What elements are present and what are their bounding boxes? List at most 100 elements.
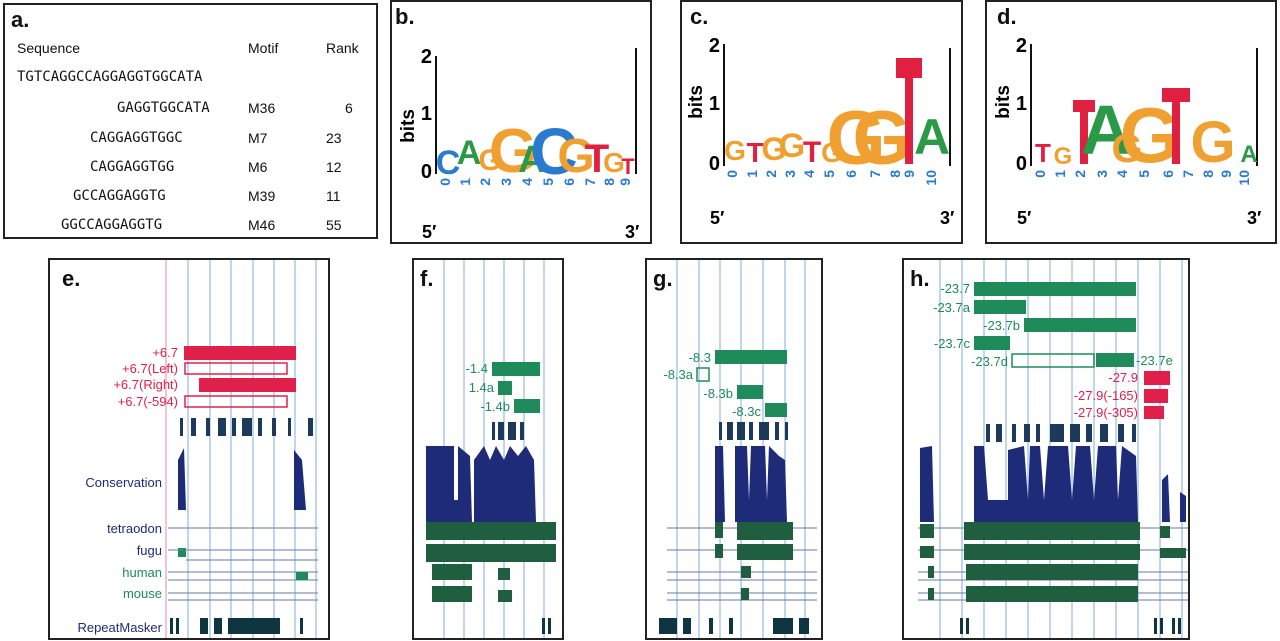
three-prime: 3′: [625, 222, 639, 242]
feature-ticks: [180, 418, 313, 436]
pos-number: 6: [1160, 170, 1176, 178]
feature-label: +6.7(-594): [118, 394, 178, 409]
row-motif: M46: [248, 217, 275, 233]
track-mark: [178, 548, 186, 557]
logo-ylabel: bits: [993, 85, 1014, 119]
feature-bar: [974, 282, 1136, 296]
repeatmasker-blocks: [659, 618, 809, 634]
pos-number: 6: [561, 178, 577, 186]
track-label-human: human: [122, 565, 162, 580]
logo-letter-G: G: [852, 96, 911, 181]
feature-label: -8.3c: [732, 404, 761, 419]
panel-h: h. -23.7 -23.7a -23.7b -23.7c -23.7d -23…: [902, 258, 1190, 640]
conservation-track: [715, 446, 787, 522]
browser-f-svg: -1.4 1.4a -1.4b: [414, 260, 564, 640]
browser-g-svg: -8.3 -8.3a -8.3b -8.3c: [647, 260, 823, 640]
panel-g: g. -8.3 -8.3a -8.3b -8.3c: [645, 258, 823, 640]
logo-letter-T: T: [803, 136, 821, 169]
feature-ticks: [492, 422, 524, 440]
row-seq: GCCAGGAGGTG: [73, 188, 166, 204]
header-motif: Motif: [248, 40, 278, 56]
conservation-track: [920, 446, 1186, 522]
pos-number: 9: [1218, 170, 1234, 178]
header-rank: Rank: [326, 40, 359, 56]
pos-number: 4: [519, 178, 535, 186]
feature-bar: [974, 300, 1026, 314]
feature-label: +6.7(Left): [122, 361, 178, 376]
ytick-0: 0: [709, 153, 720, 175]
pos-number: 7: [867, 170, 883, 178]
pos-number: 4: [801, 170, 817, 178]
logo-letter-A: A: [914, 109, 950, 165]
ytick-2: 2: [1016, 35, 1027, 57]
feature-ticks: [719, 422, 788, 440]
pos-number: 2: [477, 178, 493, 186]
feature-bar: [1096, 353, 1134, 367]
pos-number: 7: [582, 178, 598, 186]
feature-ticks: [986, 424, 1136, 442]
five-prime: 5′: [422, 222, 436, 242]
feature-bar-outline: [185, 363, 287, 374]
pos-number: 6: [843, 170, 859, 178]
logo-c-svg: bits 2 1 0 G T G G T G G G A 0 1 2 3 4 5…: [682, 2, 963, 244]
species-tracks: [920, 522, 1186, 602]
feature-bar: [974, 336, 1010, 350]
pos-number: 10: [923, 170, 939, 186]
repeatmasker-blocks: [542, 618, 551, 634]
feature-label: 1.4a: [469, 380, 495, 395]
row-seq: GGCCAGGAGGTG: [61, 217, 162, 233]
panel-b: b. bits 2 1 0 C A G G A C G T G T 0 1 2 …: [390, 0, 652, 244]
pos-number: 0: [437, 178, 453, 186]
panel-c: c. bits 2 1 0 G T G G T G G G A 0 1 2 3 …: [680, 0, 963, 244]
logo-b-svg: bits 2 1 0 C A G G A C G T G T 0 1 2 3 4…: [392, 2, 652, 244]
logo-letter-T-stem: [1172, 88, 1180, 164]
feature-label: -27.9(-305): [1074, 405, 1138, 420]
feature-bar-outline: [1012, 354, 1094, 367]
pos-number: 8: [1200, 170, 1216, 178]
panel-e: e. +6.7 +6.7(Left) +6.7(Right) +6.7(-594…: [48, 258, 330, 640]
pos-number: 3: [498, 178, 514, 186]
logo-letter-G: G: [779, 127, 805, 165]
repeatmasker-blocks: [960, 618, 1181, 634]
feature-bar: [1144, 406, 1164, 419]
pos-number: 8: [601, 178, 617, 186]
feature-bar: [1144, 371, 1170, 385]
logo-ylabel: bits: [686, 85, 707, 119]
feature-bar: [199, 378, 296, 392]
pos-number: 9: [901, 170, 917, 178]
feature-label: +6.7: [152, 345, 178, 360]
ytick-0: 0: [421, 161, 432, 183]
feature-label: -8.3: [689, 350, 711, 365]
pos-number: 10: [1236, 170, 1252, 186]
feature-label: -23.7e: [1136, 353, 1173, 368]
full-sequence: TGTCAGGCCAGGAGGTGGCATA: [17, 69, 202, 85]
track-label-conservation: Conservation: [85, 475, 162, 490]
ytick-1: 1: [1016, 93, 1027, 115]
row-rank: 11: [326, 188, 341, 204]
browser-h-svg: -23.7 -23.7a -23.7b -23.7c -23.7d -23.7e…: [904, 260, 1190, 640]
track-label-tetraodon: tetraodon: [107, 521, 162, 536]
logo-letter-T: T: [621, 154, 635, 179]
pos-number: 5: [821, 170, 837, 178]
feature-label: -8.3b: [703, 386, 733, 401]
ytick-0: 0: [1016, 153, 1027, 175]
ytick-1: 1: [421, 103, 432, 125]
feature-bar: [492, 362, 540, 376]
feature-label: -23.7b: [983, 318, 1020, 333]
row-seq: CAGGAGGTGG: [90, 159, 174, 175]
feature-bar: [514, 399, 540, 413]
feature-bar: [1144, 389, 1168, 403]
row-motif: M7: [248, 130, 267, 146]
feature-bar: [184, 346, 296, 360]
row-motif: M6: [248, 159, 267, 175]
row-seq: GAGGTGGCATA: [117, 100, 210, 116]
feature-label: -1.4b: [480, 399, 510, 414]
panel-a: a. Sequence Motif Rank TGTCAGGCCAGGAGGTG…: [3, 3, 378, 239]
pos-number: 2: [763, 170, 779, 178]
header-sequence: Sequence: [17, 40, 80, 56]
pos-number: 9: [617, 178, 633, 186]
conservation-peak-right: [294, 450, 306, 510]
track-label-fugu: fugu: [137, 543, 162, 558]
feature-bar: [498, 381, 512, 395]
pos-number: 1: [1052, 170, 1068, 178]
